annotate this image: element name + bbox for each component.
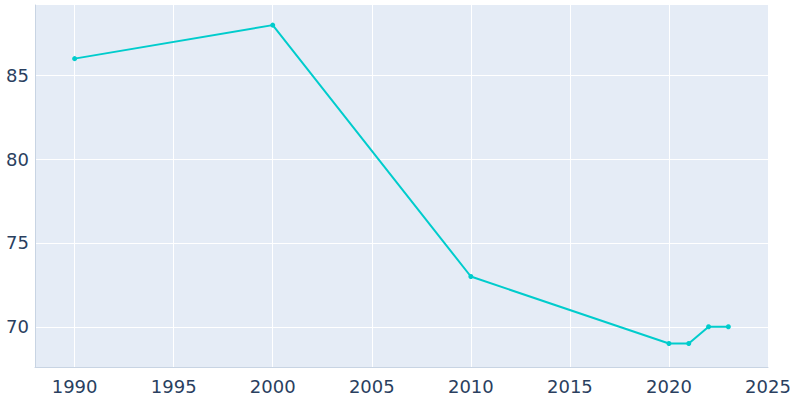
svg-text:75: 75	[6, 232, 29, 253]
svg-text:2000: 2000	[250, 376, 296, 397]
svg-text:80: 80	[6, 149, 29, 170]
svg-text:1990: 1990	[52, 376, 98, 397]
svg-text:2020: 2020	[646, 376, 692, 397]
svg-text:70: 70	[6, 316, 29, 337]
svg-text:2010: 2010	[448, 376, 494, 397]
svg-text:2015: 2015	[547, 376, 593, 397]
svg-text:2005: 2005	[349, 376, 395, 397]
svg-text:85: 85	[6, 65, 29, 86]
svg-text:2025: 2025	[745, 376, 791, 397]
svg-text:1995: 1995	[151, 376, 197, 397]
